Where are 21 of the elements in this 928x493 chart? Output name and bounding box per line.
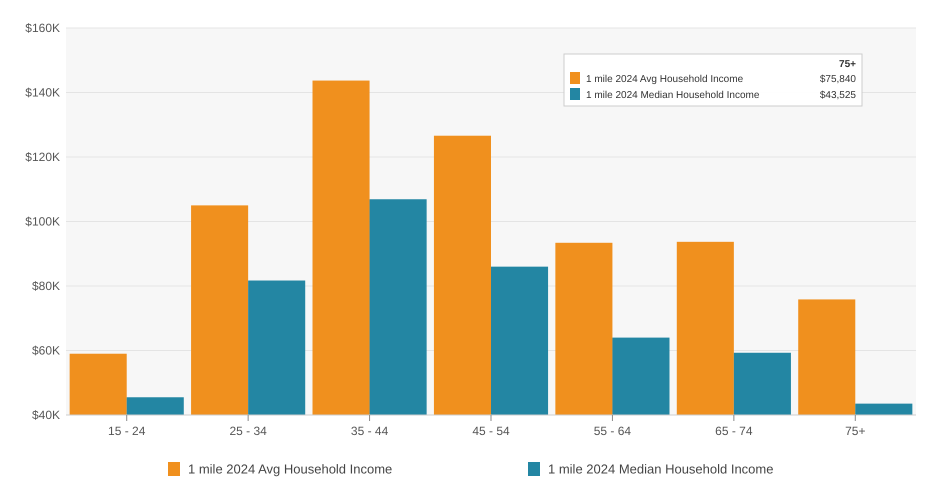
legend-label: 1 mile 2024 Avg Household Income: [586, 74, 744, 85]
y-tick-label: $140K: [25, 86, 60, 100]
x-tick-label: 25 - 34: [229, 424, 268, 438]
x-tick-label: 65 - 74: [715, 424, 753, 438]
text: 1 mile 2024 Median Household Income: [586, 90, 760, 101]
y-tick-label: $60K: [32, 344, 60, 358]
x-tick-label: 15 - 24: [108, 424, 146, 438]
x-tick-label: 75+: [845, 424, 866, 438]
annotation: $75,840: [820, 74, 856, 85]
y-tick-label: $80K: [32, 279, 60, 294]
text: 1 mile 2024 Avg Household Income: [188, 462, 392, 477]
x-tick-label: 35 - 44: [350, 424, 389, 438]
x-tick-label: 55 - 64: [594, 424, 632, 438]
x-tick-label: 45 - 54: [472, 424, 510, 438]
annotation: 75+: [839, 59, 856, 70]
y-tick-label: $100K: [25, 214, 60, 229]
legend-label: 1 mile 2024 Median Household Income: [548, 462, 774, 477]
y-tick-label: $160K: [25, 21, 60, 36]
y-tick-label: $120K: [25, 150, 60, 164]
annotation: $43,525: [820, 90, 856, 101]
y-tick-label: $40K: [32, 408, 60, 422]
